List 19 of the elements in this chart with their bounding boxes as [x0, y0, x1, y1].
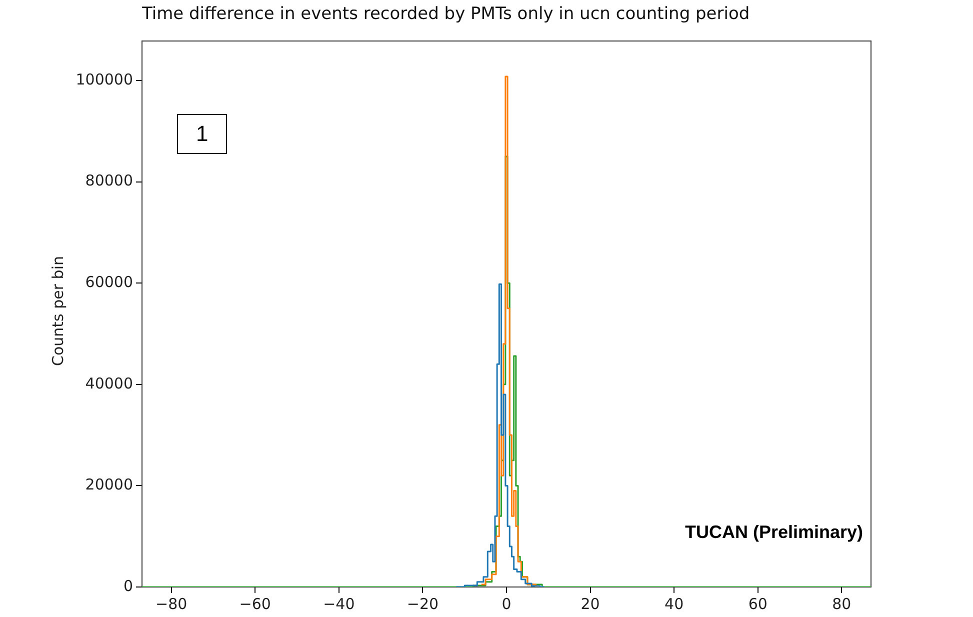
chart-title: Time difference in events recorded by PMTs only in ucn counting period: [142, 4, 751, 24]
y-tick-label: 100000: [76, 70, 133, 88]
x-tick-label: −40: [323, 594, 355, 613]
annotation: TUCAN (Preliminary): [684, 522, 863, 543]
x-tick-label: 20: [580, 594, 600, 613]
y-tick-label: 40000: [85, 374, 133, 392]
x-tick-label: 60: [748, 594, 768, 613]
y-tick-label: 0: [123, 576, 133, 595]
x-tick-label: 0: [502, 594, 512, 613]
x-tick-label: −80: [156, 594, 188, 613]
x-tick-label: −60: [239, 594, 271, 613]
y-tick-label: 80000: [85, 172, 133, 190]
x-tick-label: 40: [664, 594, 684, 613]
y-axis-title: Counts per bin: [49, 256, 67, 366]
x-tick-label: −20: [406, 594, 439, 613]
y-tick-label: 20000: [85, 476, 133, 494]
x-tick-label: 80: [832, 594, 852, 613]
y-tick-label: 60000: [85, 272, 133, 291]
annotation: 1: [177, 114, 228, 154]
